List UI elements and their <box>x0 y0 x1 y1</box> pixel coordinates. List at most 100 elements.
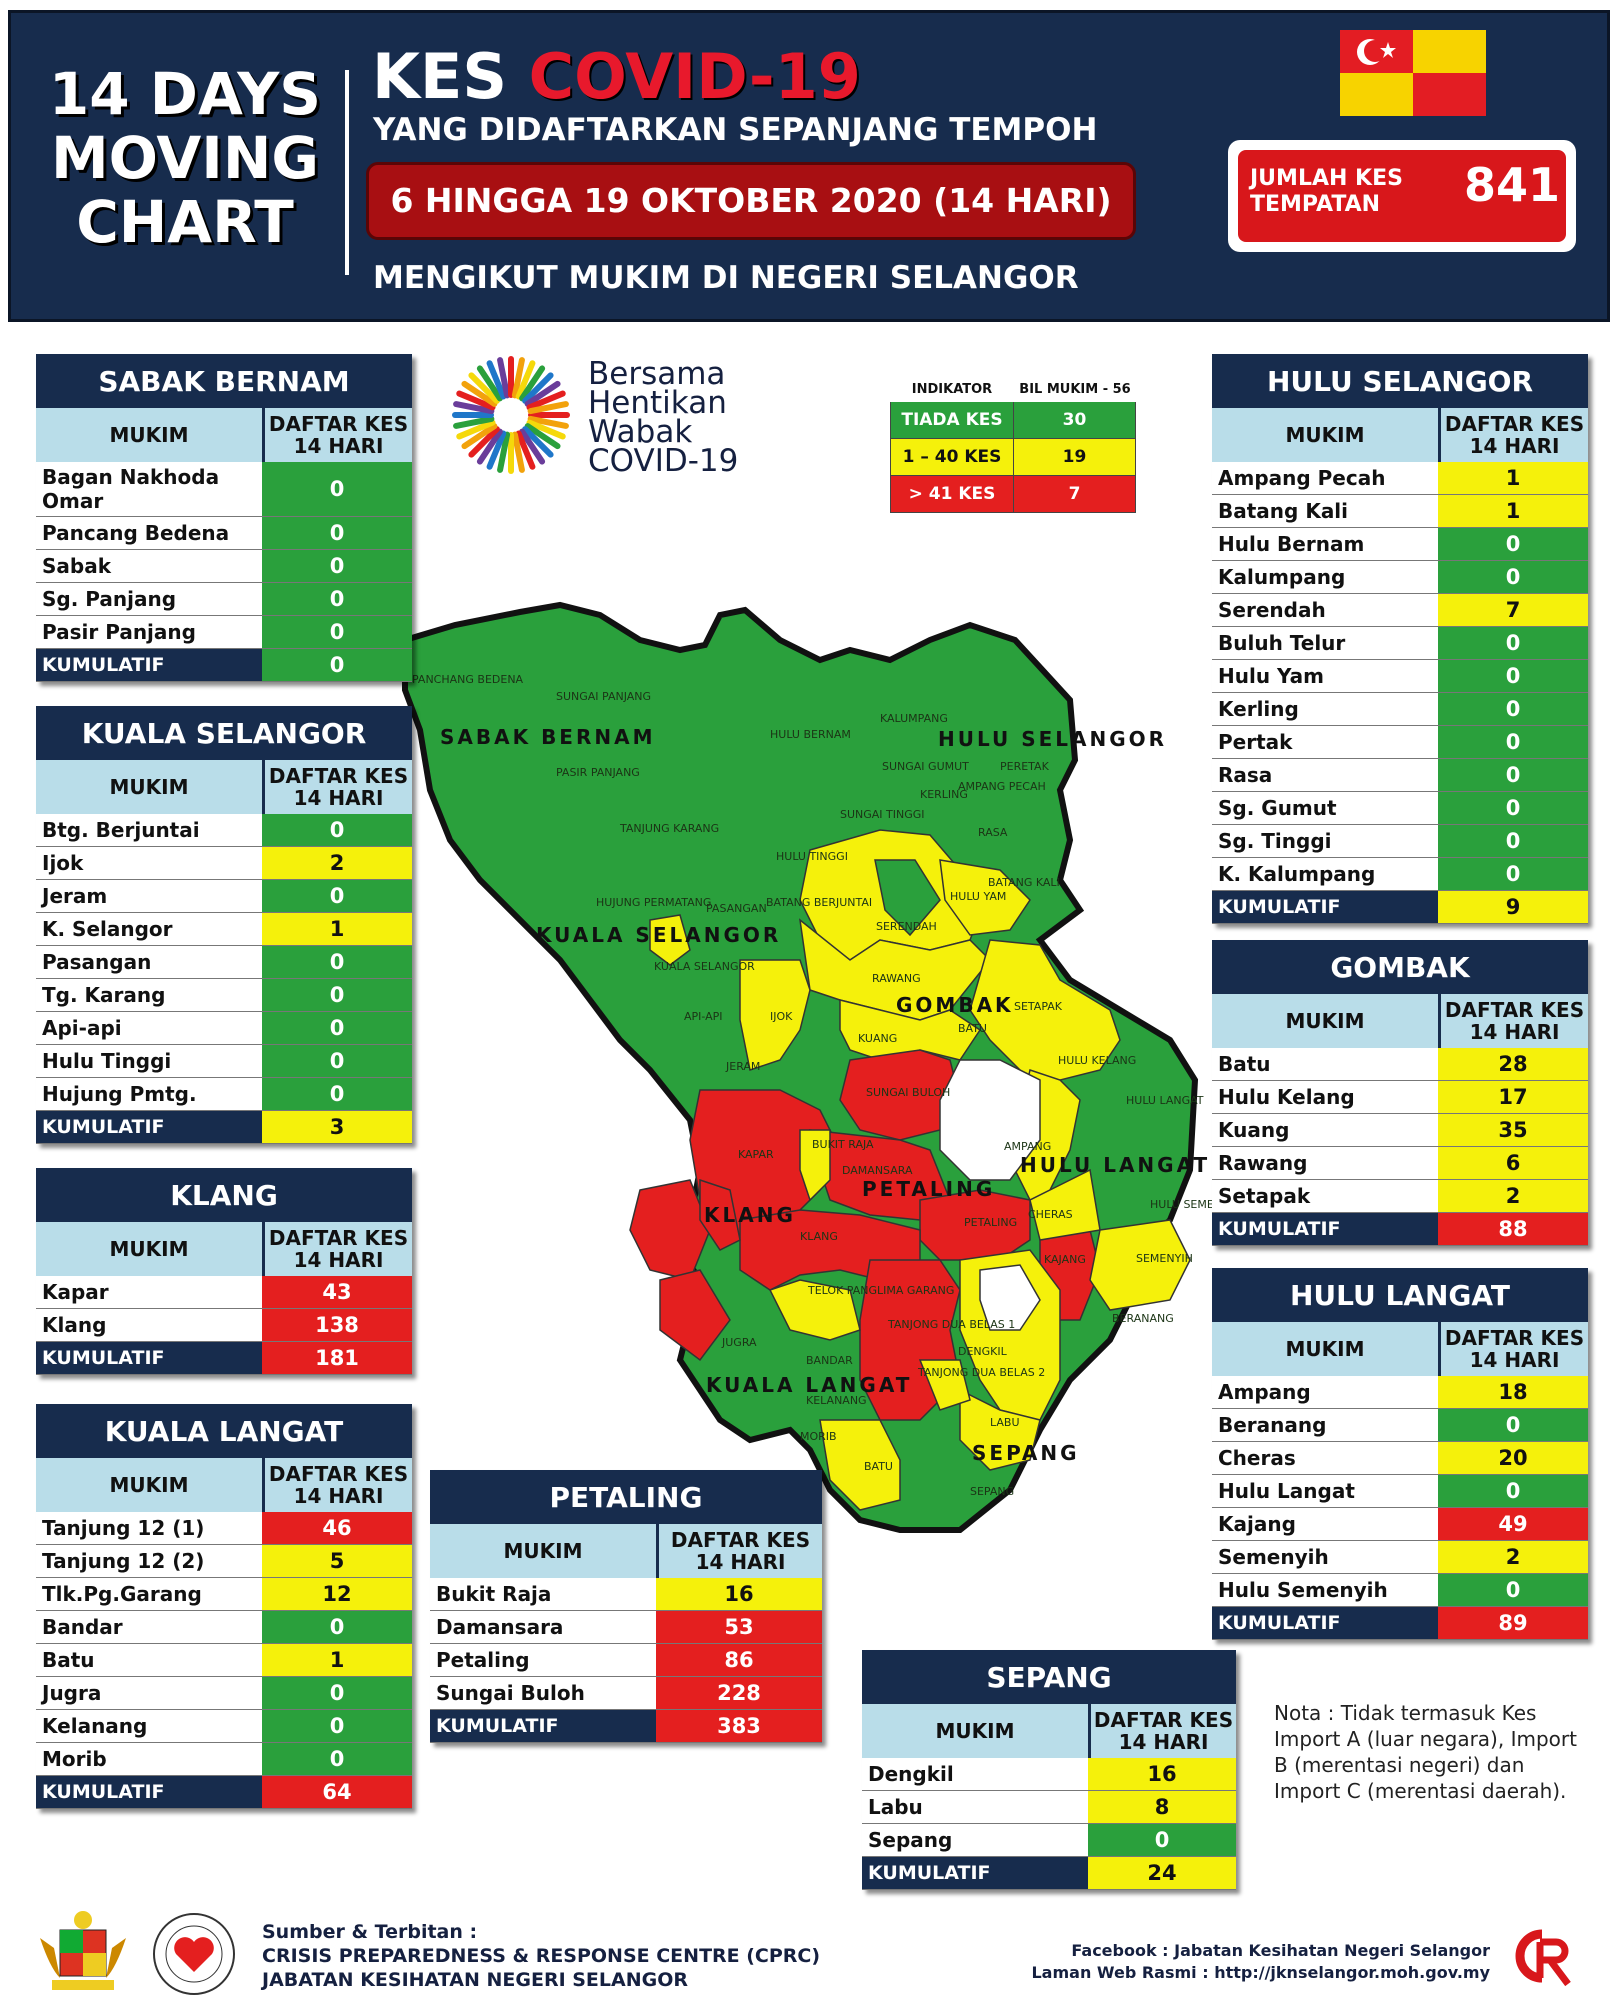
logo-ray <box>526 419 566 440</box>
table-row: Pancang Bedena 0 <box>36 517 412 550</box>
mukim-name: Serendah <box>1218 598 1326 622</box>
table-row: Api-api 0 <box>36 1012 412 1045</box>
mukim-name: Dengkil <box>868 1762 954 1786</box>
kumulatif-label: KUMULATIF <box>36 649 262 681</box>
map-mukim-label: PERETAK <box>1000 760 1050 773</box>
region-ijok <box>739 959 811 1071</box>
table-row: Kapar 43 <box>36 1276 412 1309</box>
mukim-name: Beranang <box>1218 1413 1327 1437</box>
header-mukim: MUKIM <box>36 1222 265 1276</box>
website-text: Laman Web Rasmi : http://jknselangor.moh… <box>1031 1963 1490 1982</box>
mukim-name: Tanjung 12 (1) <box>42 1516 205 1540</box>
case-count: 0 <box>1438 1475 1588 1507</box>
mukim-name: Api-api <box>42 1016 122 1040</box>
putrajaya-area <box>979 1264 1041 1331</box>
mukim-name: Kajang <box>1218 1512 1296 1536</box>
logo-line: Bersama <box>588 356 726 392</box>
case-count: 53 <box>656 1611 822 1643</box>
logo-ray <box>476 428 503 465</box>
case-count: 0 <box>262 583 412 615</box>
mukim-name: Pancang Bedena <box>42 521 230 545</box>
table-sabak-bernam: SABAK BERNAM MUKIM DAFTAR KES 14 HARI Bagan… <box>36 354 412 682</box>
header-daftar: DAFTAR KES 14 HARI <box>659 1524 822 1578</box>
mukim-name: Ampang <box>1218 1380 1311 1404</box>
days-title-line: CHART <box>76 188 294 256</box>
mukim-name: K. Kalumpang <box>1218 862 1376 886</box>
case-count: 16 <box>1088 1758 1236 1790</box>
case-count: 43 <box>262 1276 412 1308</box>
case-count: 0 <box>262 1012 412 1044</box>
region-petaling <box>919 1189 1031 1261</box>
table-row: Btg. Berjuntai 0 <box>36 814 412 847</box>
header-daftar: DAFTAR KES 14 HARI <box>1441 1322 1588 1376</box>
table-row: Pasangan 0 <box>36 946 412 979</box>
region-batu-kuala-langat <box>819 1419 901 1511</box>
logo-ray <box>511 431 525 473</box>
table-row: Ampang 18 <box>1212 1376 1588 1409</box>
map-mukim-label: KAPAR <box>738 1148 774 1161</box>
table-header-row: MUKIM DAFTAR KES 14 HARI <box>1212 1322 1588 1376</box>
mukim-name: Klang <box>42 1313 107 1337</box>
header-daftar: DAFTAR KES 14 HARI <box>1441 408 1588 462</box>
table-row: Kalumpang 0 <box>1212 561 1588 594</box>
case-count: 2 <box>1438 1180 1588 1212</box>
table-row: Hulu Bernam 0 <box>1212 528 1588 561</box>
table-row: Hulu Semenyih 0 <box>1212 1574 1588 1607</box>
map-mukim-label: RASA <box>978 826 1008 839</box>
map-mukim-label: SUNGAI GUMUT <box>882 760 969 773</box>
header-mukim: MUKIM <box>36 1458 265 1512</box>
legend-label: TIADA KES <box>891 402 1014 438</box>
map-district-label: GOMBAK <box>896 993 1014 1017</box>
case-count: 0 <box>1438 726 1588 758</box>
logo-ray <box>486 430 507 470</box>
kumulatif-value: 88 <box>1438 1213 1588 1245</box>
case-count: 0 <box>262 1743 412 1775</box>
table-row: Pertak 0 <box>1212 726 1588 759</box>
case-count: 35 <box>1438 1114 1588 1146</box>
table-row: Rawang 6 <box>1212 1147 1588 1180</box>
legend-row: > 41 KES 7 <box>890 476 1136 513</box>
case-count: 5 <box>262 1545 412 1577</box>
legend-col-indikator: INDIKATOR <box>911 381 993 397</box>
table-header-row: MUKIM DAFTAR KES 14 HARI <box>1212 408 1588 462</box>
map-district-label: HULU LANGAT <box>1020 1153 1210 1177</box>
logo-ray <box>519 365 546 402</box>
logo-ray <box>453 415 495 429</box>
map-district-label: KUALA LANGAT <box>706 1373 912 1397</box>
case-count: 138 <box>262 1309 412 1341</box>
map-mukim-label: AMPANG <box>1004 1140 1051 1153</box>
map-mukim-label: BUKIT RAJA <box>812 1138 874 1151</box>
kumulatif-label: KUMULATIF <box>1212 1213 1438 1245</box>
kumulatif-value: 9 <box>1438 891 1588 923</box>
region-setapak <box>969 939 1121 1102</box>
mukim-name: Hulu Langat <box>1218 1479 1355 1503</box>
logo-ray <box>522 426 554 458</box>
map-mukim-label: DENGKIL <box>958 1345 1008 1358</box>
case-count: 0 <box>262 1045 412 1077</box>
map-mukim-label: MORIB <box>800 1430 837 1443</box>
map-mukim-label: BATU <box>864 1460 893 1473</box>
logo-ray <box>461 380 498 407</box>
legend-row: 1 – 40 KES 19 <box>890 439 1136 476</box>
mukim-name: Setapak <box>1218 1184 1311 1208</box>
table-row: Hulu Tinggi 0 <box>36 1045 412 1078</box>
table-header-row: MUKIM DAFTAR KES 14 HARI <box>36 760 412 814</box>
legend-count: 7 <box>1014 476 1135 512</box>
case-count: 7 <box>1438 594 1588 626</box>
table-kuala-selangor: KUALA SELANGOR MUKIM DAFTAR KES 14 HARI Btg… <box>36 706 412 1144</box>
mukim-name: Bukit Raja <box>436 1582 552 1606</box>
logo-ray <box>515 430 536 470</box>
logo-ray <box>524 423 561 450</box>
table-row: Sepang 0 <box>862 1824 1236 1857</box>
kes-title: KES COVID-19 <box>372 40 861 113</box>
logo-ray <box>522 372 554 404</box>
mukim-name: Tlk.Pg.Garang <box>42 1582 202 1606</box>
logo-line: Wabak <box>588 414 693 450</box>
table-row: Hujung Pmtg. 0 <box>36 1078 412 1111</box>
table-row: Hulu Kelang 17 <box>1212 1081 1588 1114</box>
map-mukim-label: SUNGAI TINGGI <box>840 808 925 821</box>
map-mukim-label: PETALING <box>964 1216 1017 1229</box>
kumulatif-row: KUMULATIF 88 <box>1212 1213 1588 1246</box>
table-row: Tanjung 12 (2) 5 <box>36 1545 412 1578</box>
table-row: K. Kalumpang 0 <box>1212 858 1588 891</box>
